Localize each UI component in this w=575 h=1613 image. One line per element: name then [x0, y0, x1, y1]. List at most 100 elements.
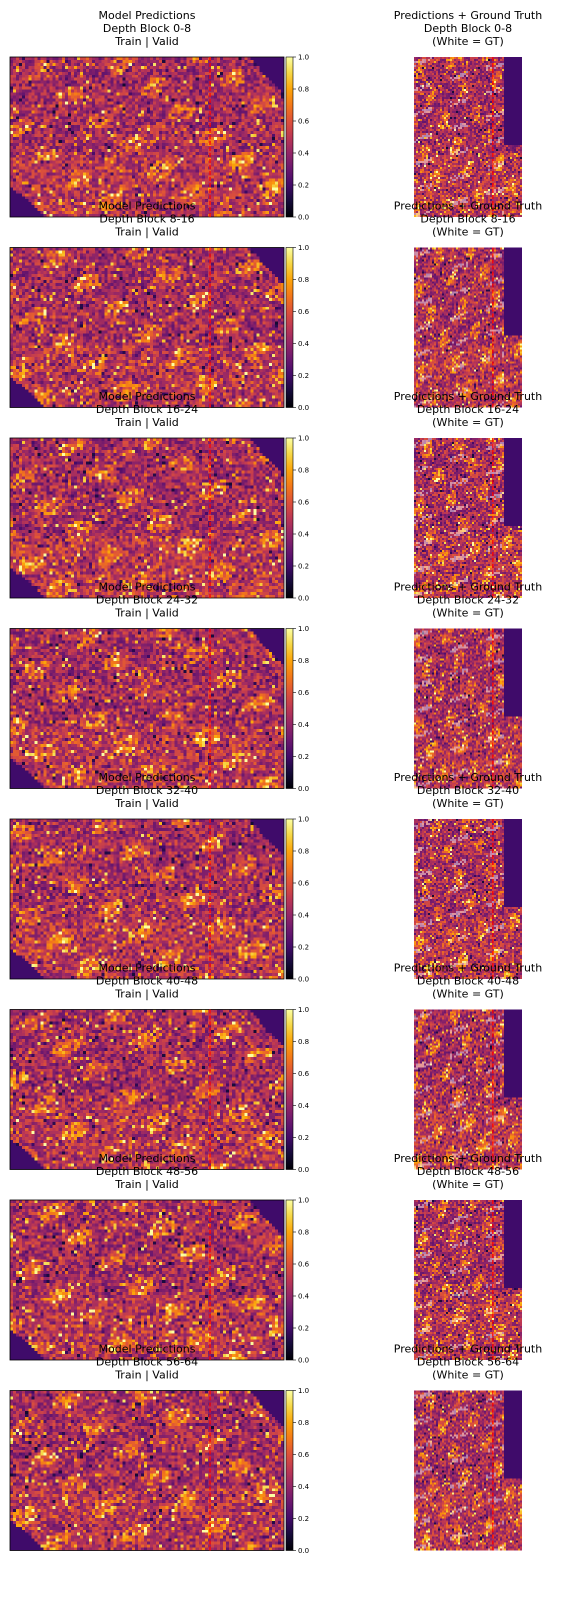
title-line: Model Predictions: [99, 9, 196, 22]
title-line: Depth Block 32-40: [417, 784, 519, 797]
left-panel-title: Model Predictions Depth Block 40-48 Train …: [96, 962, 198, 1001]
heatmap-frame: [9, 818, 285, 980]
colorbar-tick-label: 0.4: [298, 150, 310, 158]
title-line: Depth Block 56-64: [96, 1356, 198, 1369]
prediction-heatmap: [10, 1009, 284, 1170]
left-panel-title: Model Predictions Depth Block 32-40 Train …: [96, 771, 198, 810]
colorbar-tick-label: 0.2: [298, 182, 309, 190]
title-line: Depth Block 32-40: [96, 784, 198, 797]
colorbar-tick-label: 1.0: [298, 1387, 309, 1395]
colorbar: [285, 1390, 294, 1551]
prediction-heatmap: [10, 819, 284, 979]
heatmap-frame: [9, 628, 285, 789]
colorbar-tick-label: 1.0: [298, 435, 309, 443]
title-line: Train | Valid: [114, 226, 179, 239]
colorbar-tick-label: 0.8: [298, 467, 309, 475]
title-line: (White = GT): [432, 988, 504, 1001]
prediction-heatmap: [10, 57, 284, 217]
panel-row: Model Predictions Depth Block 24-32 Train …: [9, 581, 542, 793]
prediction-heatmap: [10, 247, 284, 408]
title-line: Train | Valid: [114, 988, 179, 1001]
panel-row: Model Predictions Depth Block 48-56 Train …: [9, 1152, 542, 1365]
right-panel-title: Predictions + Ground Truth Depth Block 16…: [394, 390, 542, 429]
title-line: Depth Block 40-48: [96, 975, 198, 988]
colorbar-tick-label: 0.8: [298, 848, 309, 856]
colorbar-tick-label: 1.0: [298, 816, 309, 824]
title-line: Depth Block 16-24: [96, 403, 198, 416]
colorbar-tick-label: 0.0: [298, 1547, 309, 1555]
colorbar-tick-label: 0.6: [298, 1261, 310, 1269]
prediction-heatmap: [10, 1200, 284, 1360]
colorbar-tick-label: 0.8: [298, 1229, 309, 1237]
title-line: Predictions + Ground Truth: [394, 1343, 542, 1356]
panel-row: Model Predictions Depth Block 8-16 Train |…: [9, 200, 542, 412]
panel-row: Model Predictions Depth Block 56-64 Train …: [9, 1343, 542, 1555]
colorbar-tick-label: 0.4: [298, 1293, 310, 1301]
panel-row: Model Predictions Depth Block 32-40 Train …: [9, 771, 542, 984]
title-line: Train | Valid: [114, 797, 179, 810]
heatmap-frame: [9, 1199, 285, 1361]
colorbar: [285, 818, 294, 980]
colorbar-tick-label: 0.2: [298, 1515, 309, 1523]
colorbar: [285, 628, 294, 789]
colorbar-tick-label: 1.0: [298, 1197, 309, 1205]
colorbar-tick-label: 1.0: [298, 625, 309, 633]
colorbar-tick-label: 0.6: [298, 118, 310, 126]
title-line: Depth Block 24-32: [417, 594, 519, 607]
colorbar: [285, 56, 294, 218]
colorbar-tick-label: 0.0: [298, 1357, 309, 1365]
colorbar-tick-label: 0.8: [298, 1038, 309, 1046]
colorbar-tick-label: 1.0: [298, 1006, 309, 1014]
title-line: Model Predictions: [99, 390, 196, 403]
title-line: Depth Block 0-8: [424, 22, 512, 35]
right-panel-title: Predictions + Ground Truth Depth Block 48…: [394, 1152, 542, 1191]
colorbar-tick-label: 0.0: [298, 404, 309, 412]
title-line: Model Predictions: [99, 771, 196, 784]
title-line: Predictions + Ground Truth: [394, 962, 542, 975]
colorbar-tick-label: 0.6: [298, 499, 310, 507]
colorbar-tick-label: 0.2: [298, 1134, 309, 1142]
panel-row: Model Predictions Depth Block 40-48 Train …: [9, 962, 542, 1174]
title-line: Train | Valid: [114, 607, 179, 620]
colorbar-tick-label: 0.6: [298, 1070, 310, 1078]
title-line: Model Predictions: [99, 200, 196, 213]
right-panel-title: Predictions + Ground Truth Depth Block 40…: [394, 962, 542, 1001]
colorbar-tick-label: 0.0: [298, 595, 309, 603]
panel-row: Model Predictions Depth Block 16-24 Train …: [9, 390, 542, 603]
title-line: Predictions + Ground Truth: [394, 390, 542, 403]
colorbar: [285, 1199, 294, 1361]
title-line: Predictions + Ground Truth: [394, 581, 542, 594]
colorbar-tick-label: 0.4: [298, 340, 310, 348]
left-panel-title: Model Predictions Depth Block 56-64 Train …: [96, 1343, 198, 1382]
colorbar-tick-label: 1.0: [298, 244, 309, 252]
colorbar-tick-label: 0.6: [298, 689, 310, 697]
heatmap-frame: [9, 437, 285, 599]
prediction-gt-heatmap: [414, 1390, 522, 1551]
title-line: Predictions + Ground Truth: [394, 1152, 542, 1165]
heatmap-frame: [9, 247, 285, 408]
prediction-heatmap: [10, 628, 284, 789]
colorbar-tick-label: 0.4: [298, 721, 310, 729]
right-panel-title: Predictions + Ground Truth Depth Block 32…: [394, 771, 542, 810]
title-line: Depth Block 40-48: [417, 975, 519, 988]
title-line: Train | Valid: [114, 1369, 179, 1382]
title-line: Train | Valid: [114, 1178, 179, 1191]
colorbar-tick-label: 0.0: [298, 976, 309, 984]
colorbar-tick-label: 0.6: [298, 880, 310, 888]
title-line: Train | Valid: [114, 416, 179, 429]
colorbar-tick-label: 0.0: [298, 1166, 309, 1174]
colorbar-tick-label: 0.2: [298, 944, 309, 952]
title-line: Depth Block 56-64: [417, 1356, 519, 1369]
title-line: Depth Block 48-56: [96, 1165, 198, 1178]
right-panel-title: Predictions + Ground Truth Depth Block 8-…: [394, 200, 542, 239]
colorbar-tick-label: 0.8: [298, 657, 309, 665]
colorbar-tick-label: 0.4: [298, 1483, 310, 1491]
title-line: Depth Block 48-56: [417, 1165, 519, 1178]
title-line: Depth Block 8-16: [420, 213, 515, 226]
title-line: Predictions + Ground Truth: [394, 200, 542, 213]
colorbar-tick-label: 0.4: [298, 1102, 310, 1110]
title-line: Depth Block 8-16: [99, 213, 194, 226]
left-panel-title: Model Predictions Depth Block 24-32 Train …: [96, 581, 198, 620]
title-line: (White = GT): [432, 1178, 504, 1191]
